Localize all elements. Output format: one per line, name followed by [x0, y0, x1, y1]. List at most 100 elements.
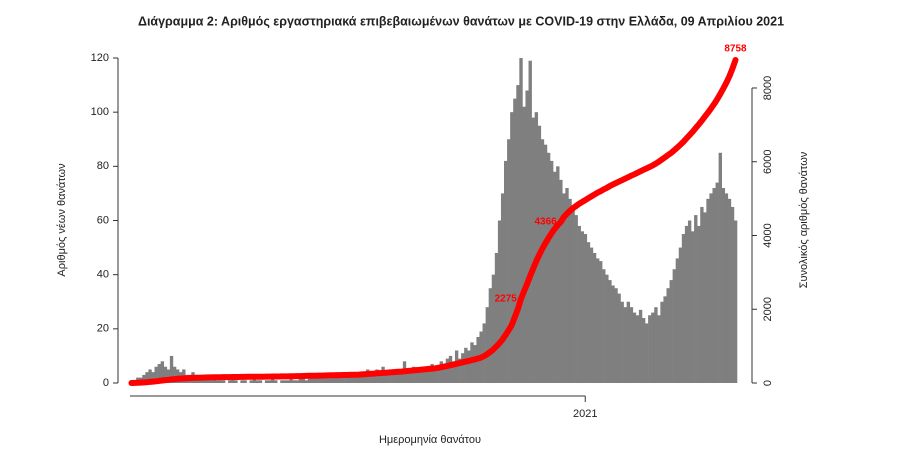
y2-tick-label: 8000 — [762, 76, 774, 100]
bar — [513, 98, 517, 383]
bar — [684, 225, 689, 383]
bar — [491, 274, 496, 383]
bar — [620, 301, 624, 383]
bar — [546, 152, 551, 383]
bar — [721, 188, 726, 383]
bar — [531, 117, 535, 383]
bar — [359, 372, 364, 383]
bar — [500, 193, 505, 383]
bar — [654, 307, 658, 383]
bar — [473, 345, 477, 383]
bar — [522, 106, 526, 383]
bar — [614, 288, 618, 383]
bar — [602, 269, 606, 383]
bar — [528, 60, 532, 383]
y2-axis-label: Συνολικός αριθμός θανάτων — [798, 151, 810, 288]
bar — [445, 358, 450, 383]
bar — [632, 312, 637, 383]
bar — [280, 380, 284, 383]
bar — [215, 380, 220, 383]
bar — [320, 374, 324, 383]
bar — [243, 380, 247, 383]
bar — [310, 374, 315, 383]
bar — [605, 274, 609, 383]
bar — [488, 288, 493, 383]
bar — [678, 247, 683, 383]
bar — [267, 380, 272, 383]
bar — [629, 307, 634, 383]
y-tick-label: 40 — [97, 269, 109, 281]
bar — [424, 366, 428, 383]
bar — [228, 380, 232, 383]
bar — [209, 380, 214, 383]
bar — [706, 198, 710, 383]
bar — [519, 58, 523, 383]
y-axis-label: Αριθμός νέων θανάτων — [56, 163, 68, 277]
y-tick-label: 60 — [97, 214, 109, 226]
bar — [510, 112, 514, 384]
cumulative-line — [128, 57, 739, 386]
bar — [234, 380, 238, 383]
bar — [271, 377, 275, 383]
y-tick-label: 20 — [97, 323, 109, 335]
bar — [160, 361, 165, 383]
bar — [326, 374, 330, 383]
bar — [436, 366, 440, 383]
bar — [313, 377, 318, 383]
bar — [675, 258, 680, 383]
y-tick-label: 80 — [97, 160, 109, 172]
bar — [304, 380, 309, 383]
bar — [497, 220, 502, 383]
bar — [467, 350, 471, 383]
bar — [387, 369, 391, 383]
bar — [163, 366, 168, 383]
bar — [697, 225, 701, 383]
bar — [534, 112, 539, 384]
bar — [427, 369, 431, 383]
bar — [709, 193, 713, 383]
bar — [289, 377, 293, 383]
bar — [638, 309, 643, 383]
bar — [559, 179, 563, 383]
bar — [231, 377, 235, 383]
bar — [390, 374, 394, 383]
bar — [580, 231, 585, 383]
bar — [372, 374, 376, 383]
bar — [595, 258, 600, 383]
bar — [439, 361, 443, 383]
bar — [418, 372, 422, 383]
bar — [703, 212, 707, 383]
bar — [568, 198, 572, 383]
bar — [172, 366, 177, 383]
bar — [166, 369, 171, 383]
bar — [344, 374, 348, 383]
bar — [317, 377, 321, 383]
bar — [286, 380, 290, 383]
bar — [458, 358, 462, 383]
bar — [724, 193, 729, 383]
bar — [626, 301, 631, 383]
bar — [540, 139, 545, 383]
bar — [549, 160, 554, 383]
bar — [464, 347, 468, 383]
bar — [405, 369, 410, 383]
bar — [577, 225, 581, 383]
bar — [264, 380, 269, 383]
bar — [154, 366, 158, 383]
bar — [543, 144, 548, 383]
bar — [617, 293, 621, 383]
y-tick-label: 100 — [91, 106, 109, 118]
bar — [142, 374, 146, 383]
bar — [645, 323, 649, 383]
bar — [611, 285, 615, 383]
bar — [451, 361, 456, 383]
bar — [421, 369, 425, 383]
bar — [651, 312, 655, 383]
bar — [433, 366, 437, 383]
bar — [292, 380, 296, 383]
bar — [608, 280, 612, 383]
bar — [356, 374, 361, 383]
bar — [393, 372, 398, 383]
bar — [369, 372, 373, 383]
